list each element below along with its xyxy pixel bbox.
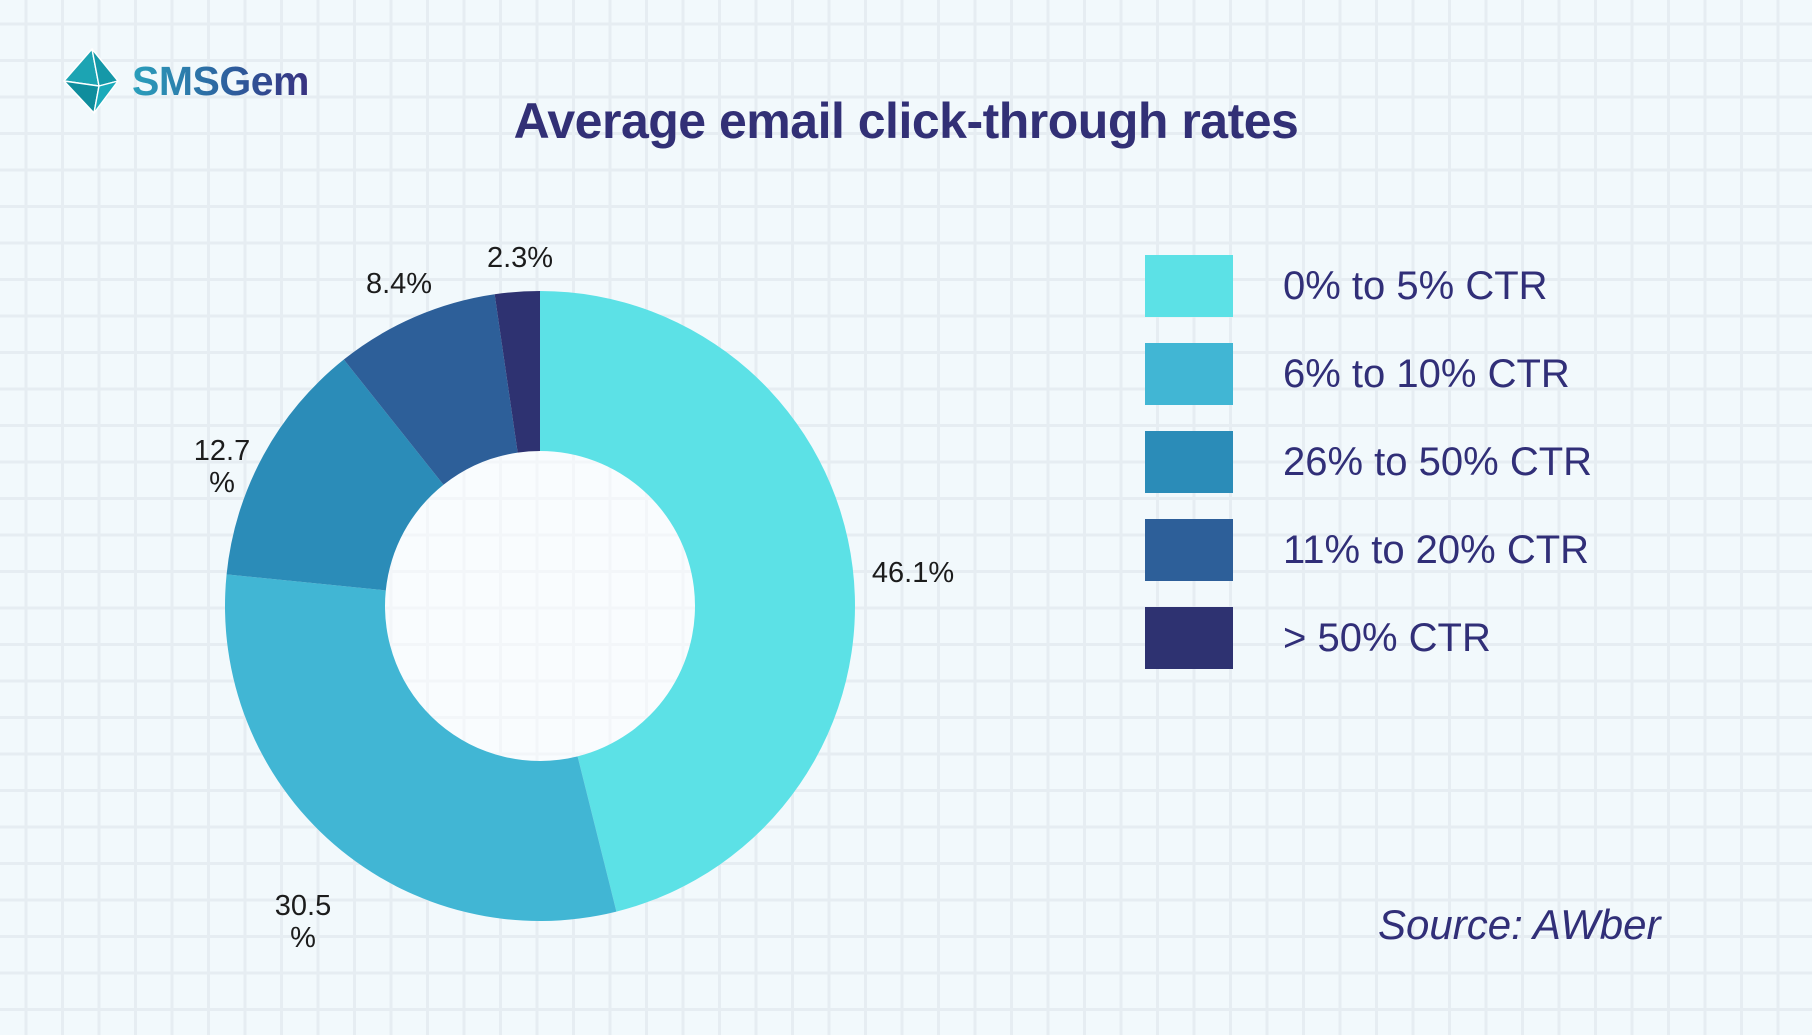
source-text: Source: AWber bbox=[1378, 901, 1661, 948]
slice-value-label: 2.3% bbox=[487, 242, 553, 274]
legend-item: 11% to 20% CTR bbox=[1145, 519, 1592, 581]
donut-slice bbox=[494, 291, 540, 453]
legend-item: 6% to 10% CTR bbox=[1145, 343, 1592, 405]
donut-slice bbox=[224, 574, 617, 922]
legend-color-swatch bbox=[1145, 343, 1233, 405]
logo-text: SMSGem bbox=[132, 57, 310, 104]
slice-value-label: 46.1% bbox=[872, 557, 954, 589]
donut-slice bbox=[343, 294, 518, 485]
legend-color-swatch bbox=[1145, 519, 1233, 581]
slice-value-label: 12.7% bbox=[194, 435, 250, 499]
legend-item: 26% to 50% CTR bbox=[1145, 431, 1592, 493]
donut-slice bbox=[226, 359, 444, 591]
legend-label: 0% to 5% CTR bbox=[1283, 263, 1548, 308]
legend-label: 26% to 50% CTR bbox=[1283, 439, 1593, 484]
donut-hole bbox=[385, 451, 695, 761]
page-title: Average email click-through rates bbox=[513, 93, 1299, 149]
legend-color-swatch bbox=[1145, 431, 1233, 493]
legend-label: 11% to 20% CTR bbox=[1283, 527, 1590, 572]
slice-value-label: 30.5% bbox=[275, 890, 331, 954]
logo: SMSGem bbox=[62, 48, 310, 114]
legend-label: 6% to 10% CTR bbox=[1283, 351, 1570, 396]
chart-legend: 0% to 5% CTR 6% to 10% CTR 26% to 50% CTR 1… bbox=[1145, 255, 1592, 669]
donut-slice bbox=[540, 291, 855, 912]
legend-label: > 50% CTR bbox=[1283, 615, 1491, 660]
gem-icon bbox=[63, 48, 119, 114]
legend-color-swatch bbox=[1145, 607, 1233, 669]
legend-color-swatch bbox=[1145, 255, 1233, 317]
legend-item: > 50% CTR bbox=[1145, 607, 1592, 669]
legend-item: 0% to 5% CTR bbox=[1145, 255, 1592, 317]
slice-value-label: 8.4% bbox=[366, 268, 432, 300]
